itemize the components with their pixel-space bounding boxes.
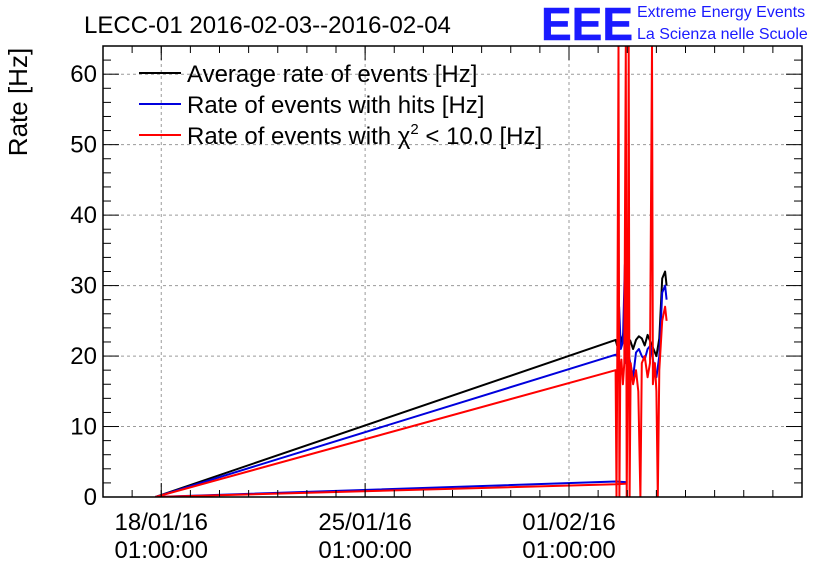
grid bbox=[103, 46, 802, 497]
legend-label-main: Average rate of events [Hz] bbox=[187, 61, 477, 88]
y-tick-label: 60 bbox=[70, 61, 97, 88]
series-line bbox=[155, 263, 668, 497]
legend-label-main: Rate of events with hits [Hz] bbox=[187, 92, 484, 119]
y-tick-label: 20 bbox=[70, 343, 97, 370]
x-tick-label-date: 25/01/16 bbox=[318, 509, 411, 536]
legend-label: Average rate of events [Hz] bbox=[187, 61, 477, 88]
x-tick-label-time: 01:00:00 bbox=[115, 537, 208, 564]
y-tick-label: 10 bbox=[70, 414, 97, 441]
legend: Average rate of events [Hz] Rate of event… bbox=[139, 61, 542, 150]
legend-label-sup: 2 bbox=[410, 121, 418, 138]
x-tick-label-date: 01/02/16 bbox=[522, 509, 615, 536]
legend-label: Rate of events with χ2 < 10.0 [Hz] bbox=[187, 121, 542, 150]
legend-label-tail: < 10.0 [Hz] bbox=[419, 123, 542, 150]
logo-letters: EEE bbox=[541, 0, 633, 50]
y-tick-label: 40 bbox=[70, 202, 97, 229]
y-tick-label: 30 bbox=[70, 273, 97, 300]
series-layer bbox=[155, 46, 668, 497]
chart-title: LECC-01 2016-02-03--2016-02-04 bbox=[84, 12, 451, 39]
y-tick-label: 50 bbox=[70, 132, 97, 159]
legend-label-main: Rate of events with χ bbox=[187, 123, 411, 150]
x-tick-label-date: 18/01/16 bbox=[115, 509, 208, 536]
x-tick-label-time: 01:00:00 bbox=[522, 537, 615, 564]
y-axis-label: Rate [Hz] bbox=[3, 48, 33, 156]
series-line bbox=[155, 46, 668, 497]
legend-label: Rate of events with hits [Hz] bbox=[187, 92, 484, 119]
y-tick-label: 0 bbox=[84, 484, 97, 511]
x-tick-label-time: 01:00:00 bbox=[318, 537, 411, 564]
logo-line2: La Scienza nelle Scuole bbox=[637, 26, 808, 43]
axes: 010203040506018/01/1601:00:0025/01/1601:… bbox=[70, 45, 803, 564]
logo-line1: Extreme Energy Events bbox=[637, 4, 805, 21]
plot-frame bbox=[102, 45, 803, 498]
eee-logo: EEE Extreme Energy Events La Scienza nel… bbox=[541, 0, 808, 50]
